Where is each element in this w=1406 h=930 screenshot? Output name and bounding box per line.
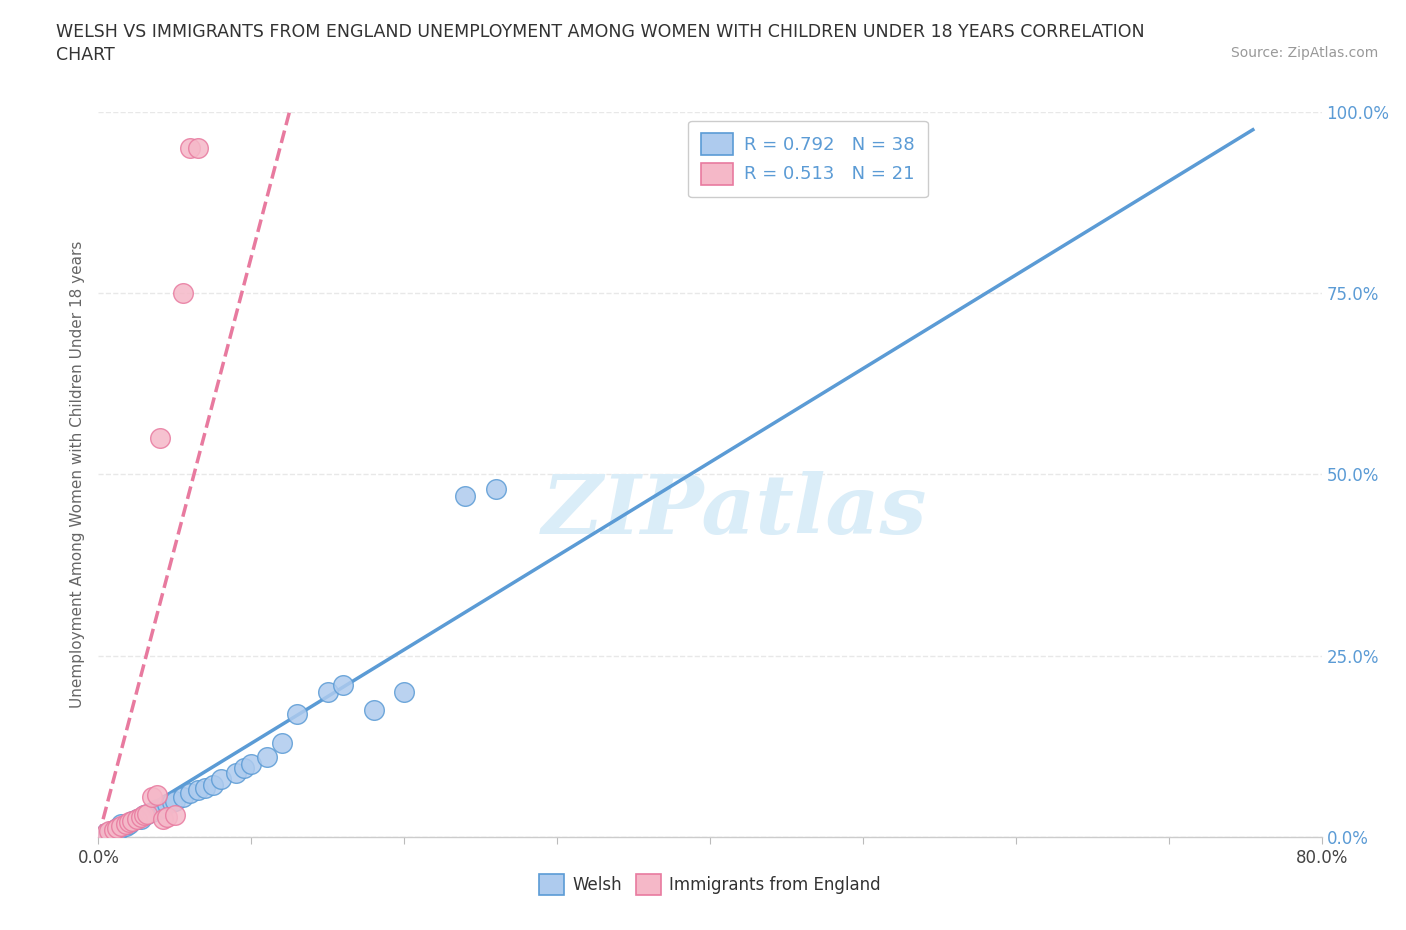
Point [103,822,125,837]
Point [225,765,247,780]
Point [98,824,121,839]
Point [285,706,308,721]
Point [209,772,232,787]
Point [105,821,128,836]
Point [103,822,125,837]
Point [454,488,477,503]
Text: CHART: CHART [56,46,115,64]
Point [156,809,179,824]
Point [141,804,163,819]
Point [125,811,148,827]
Point [145,802,167,817]
Point [363,703,385,718]
Point [152,811,174,827]
Point [152,799,174,814]
Point [187,140,209,155]
Point [187,782,209,797]
Point [316,684,339,699]
Point [94,826,117,841]
Point [160,795,183,810]
Point [179,140,201,155]
Point [232,761,254,776]
Point [156,797,179,812]
Legend: Welsh, Immigrants from England: Welsh, Immigrants from England [533,868,887,901]
Point [121,814,143,829]
Point [179,786,201,801]
Point [141,790,163,804]
Point [172,286,194,300]
Point [110,817,132,831]
Text: WELSH VS IMMIGRANTS FROM ENGLAND UNEMPLOYMENT AMONG WOMEN WITH CHILDREN UNDER 18: WELSH VS IMMIGRANTS FROM ENGLAND UNEMPLO… [56,23,1144,41]
Text: Source: ZipAtlas.com: Source: ZipAtlas.com [1230,46,1378,60]
Point [332,677,354,692]
Y-axis label: Unemployment Among Women with Children Under 18 years: Unemployment Among Women with Children U… [69,241,84,708]
Point [240,757,263,772]
Point [118,815,141,830]
Point [121,814,143,829]
Point [110,821,132,836]
Point [136,806,159,821]
Point [145,788,167,803]
Point [256,750,278,764]
Point [270,736,292,751]
Point [118,817,141,831]
Point [485,482,508,497]
Point [115,818,138,833]
Point [100,824,122,839]
Point [129,811,152,827]
Point [134,808,156,823]
Point [194,780,217,795]
Point [163,808,186,823]
Point [149,802,172,817]
Point [129,810,152,825]
Point [202,777,225,792]
Point [163,793,186,808]
Point [94,826,117,841]
Point [110,818,132,833]
Point [105,821,128,836]
Point [136,806,159,821]
Point [149,431,172,445]
Point [172,790,194,804]
Point [115,817,138,831]
Point [125,811,148,827]
Point [392,684,416,699]
Point [134,808,156,823]
Text: ZIPatlas: ZIPatlas [541,471,927,551]
